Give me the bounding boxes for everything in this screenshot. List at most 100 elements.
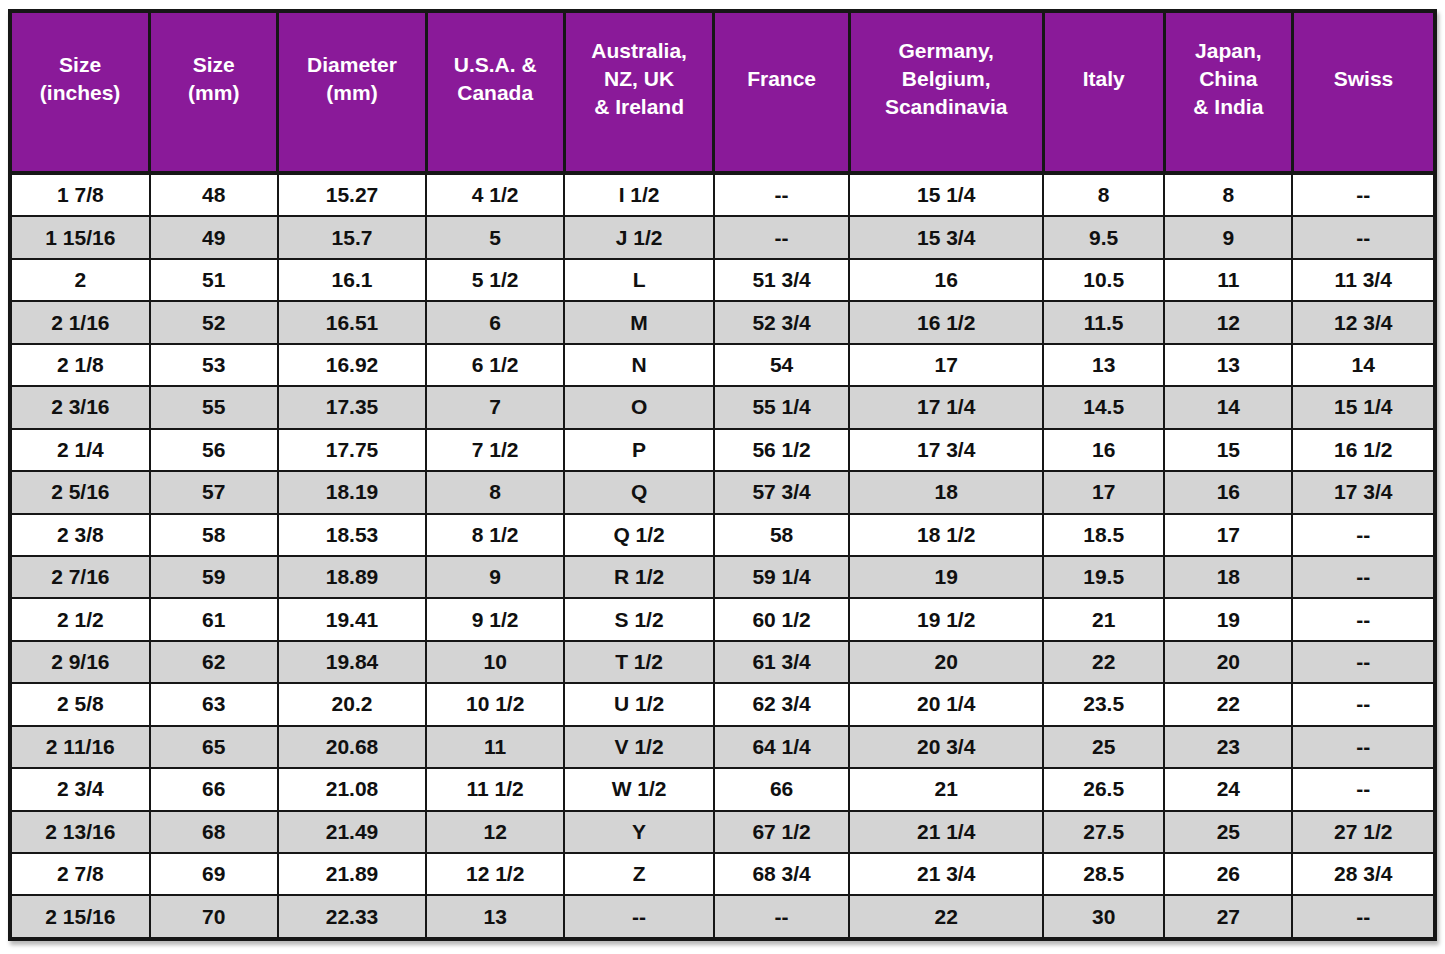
table-body: 1 7/84815.274 1/2I 1/2--15 1/488--1 15/1… bbox=[10, 173, 1435, 939]
table-cell-swiss: -- bbox=[1292, 556, 1435, 598]
table-cell-swiss: -- bbox=[1292, 726, 1435, 768]
table-cell-australia-nz-uk-ireland: R 1/2 bbox=[564, 556, 714, 598]
table-cell-france: -- bbox=[714, 895, 849, 939]
table-cell-france: 64 1/4 bbox=[714, 726, 849, 768]
table-head: Size (inches)Size (mm)Diameter (mm)U.S.A… bbox=[10, 11, 1435, 173]
column-header-diameter-mm: Diameter (mm) bbox=[278, 11, 426, 173]
table-cell-swiss: -- bbox=[1292, 641, 1435, 683]
table-cell-italy: 10.5 bbox=[1043, 259, 1164, 301]
table-cell-usa-canada: 11 bbox=[426, 726, 564, 768]
table-row: 2 15/167022.3313----223027-- bbox=[10, 895, 1435, 939]
table-cell-diameter-mm: 16.1 bbox=[278, 259, 426, 301]
table-row: 2 1/45617.757 1/2P56 1/217 3/4161516 1/2 bbox=[10, 429, 1435, 471]
table-cell-usa-canada: 8 bbox=[426, 471, 564, 513]
table-cell-france: 55 1/4 bbox=[714, 386, 849, 428]
table-cell-swiss: 11 3/4 bbox=[1292, 259, 1435, 301]
table-cell-australia-nz-uk-ireland: V 1/2 bbox=[564, 726, 714, 768]
table-cell-diameter-mm: 16.51 bbox=[278, 301, 426, 343]
table-cell-usa-canada: 10 1/2 bbox=[426, 683, 564, 725]
table-cell-germany-belgium-scandinavia: 21 1/4 bbox=[849, 811, 1043, 853]
table-cell-swiss: 15 1/4 bbox=[1292, 386, 1435, 428]
table-cell-swiss: 16 1/2 bbox=[1292, 429, 1435, 471]
table-cell-italy: 13 bbox=[1043, 344, 1164, 386]
table-cell-france: 62 3/4 bbox=[714, 683, 849, 725]
table-cell-japan-china-india: 16 bbox=[1164, 471, 1292, 513]
table-cell-usa-canada: 7 bbox=[426, 386, 564, 428]
table-cell-size-mm: 65 bbox=[150, 726, 278, 768]
column-header-germany-belgium-scandinavia: Germany, Belgium, Scandinavia bbox=[849, 11, 1043, 173]
table-cell-swiss: -- bbox=[1292, 683, 1435, 725]
table-cell-size-inches: 2 3/4 bbox=[10, 768, 150, 810]
table-cell-italy: 17 bbox=[1043, 471, 1164, 513]
table-cell-italy: 21 bbox=[1043, 598, 1164, 640]
table-cell-diameter-mm: 17.75 bbox=[278, 429, 426, 471]
table-cell-diameter-mm: 16.92 bbox=[278, 344, 426, 386]
table-cell-size-inches: 2 3/8 bbox=[10, 514, 150, 556]
table-cell-japan-china-india: 14 bbox=[1164, 386, 1292, 428]
table-cell-germany-belgium-scandinavia: 21 bbox=[849, 768, 1043, 810]
table-cell-japan-china-india: 19 bbox=[1164, 598, 1292, 640]
table-cell-size-mm: 68 bbox=[150, 811, 278, 853]
table-cell-size-inches: 2 1/16 bbox=[10, 301, 150, 343]
table-cell-diameter-mm: 21.08 bbox=[278, 768, 426, 810]
table-cell-italy: 28.5 bbox=[1043, 853, 1164, 895]
table-cell-japan-china-india: 9 bbox=[1164, 216, 1292, 258]
table-cell-usa-canada: 9 bbox=[426, 556, 564, 598]
table-cell-size-inches: 2 9/16 bbox=[10, 641, 150, 683]
table-cell-italy: 27.5 bbox=[1043, 811, 1164, 853]
table-cell-germany-belgium-scandinavia: 20 bbox=[849, 641, 1043, 683]
table-cell-size-mm: 57 bbox=[150, 471, 278, 513]
table-cell-japan-china-india: 20 bbox=[1164, 641, 1292, 683]
table-row: 2 11/166520.6811V 1/264 1/420 3/42523-- bbox=[10, 726, 1435, 768]
table-cell-germany-belgium-scandinavia: 18 bbox=[849, 471, 1043, 513]
table-cell-swiss: 27 1/2 bbox=[1292, 811, 1435, 853]
table-cell-size-inches: 2 5/16 bbox=[10, 471, 150, 513]
table-cell-size-mm: 66 bbox=[150, 768, 278, 810]
table-cell-australia-nz-uk-ireland: M bbox=[564, 301, 714, 343]
table-cell-japan-china-india: 12 bbox=[1164, 301, 1292, 343]
table-cell-italy: 26.5 bbox=[1043, 768, 1164, 810]
table-cell-usa-canada: 9 1/2 bbox=[426, 598, 564, 640]
table-cell-france: 67 1/2 bbox=[714, 811, 849, 853]
table-cell-japan-china-india: 8 bbox=[1164, 173, 1292, 216]
table-cell-size-inches: 2 1/2 bbox=[10, 598, 150, 640]
table-cell-size-mm: 49 bbox=[150, 216, 278, 258]
table-cell-japan-china-india: 27 bbox=[1164, 895, 1292, 939]
table-cell-swiss: -- bbox=[1292, 768, 1435, 810]
table-cell-japan-china-india: 22 bbox=[1164, 683, 1292, 725]
table-row: 2 5/165718.198Q57 3/418171617 3/4 bbox=[10, 471, 1435, 513]
column-header-japan-china-india: Japan, China & India bbox=[1164, 11, 1292, 173]
table-cell-size-mm: 69 bbox=[150, 853, 278, 895]
column-header-france: France bbox=[714, 11, 849, 173]
table-cell-diameter-mm: 18.19 bbox=[278, 471, 426, 513]
table-cell-size-inches: 2 1/8 bbox=[10, 344, 150, 386]
table-cell-usa-canada: 6 bbox=[426, 301, 564, 343]
table-cell-france: -- bbox=[714, 216, 849, 258]
table-row: 2 5/86320.210 1/2U 1/262 3/420 1/423.522… bbox=[10, 683, 1435, 725]
table-cell-italy: 25 bbox=[1043, 726, 1164, 768]
table-cell-germany-belgium-scandinavia: 22 bbox=[849, 895, 1043, 939]
table-cell-size-inches: 2 15/16 bbox=[10, 895, 150, 939]
table-cell-germany-belgium-scandinavia: 20 1/4 bbox=[849, 683, 1043, 725]
table-cell-germany-belgium-scandinavia: 16 bbox=[849, 259, 1043, 301]
table-cell-usa-canada: 13 bbox=[426, 895, 564, 939]
table-cell-france: 61 3/4 bbox=[714, 641, 849, 683]
table-cell-diameter-mm: 17.35 bbox=[278, 386, 426, 428]
table-cell-australia-nz-uk-ireland: -- bbox=[564, 895, 714, 939]
table-cell-japan-china-india: 15 bbox=[1164, 429, 1292, 471]
table-cell-australia-nz-uk-ireland: Y bbox=[564, 811, 714, 853]
ring-size-conversion-table: Size (inches)Size (mm)Diameter (mm)U.S.A… bbox=[8, 9, 1437, 941]
table-cell-size-mm: 52 bbox=[150, 301, 278, 343]
table-cell-diameter-mm: 15.7 bbox=[278, 216, 426, 258]
table-cell-usa-canada: 10 bbox=[426, 641, 564, 683]
column-header-italy: Italy bbox=[1043, 11, 1164, 173]
table-cell-australia-nz-uk-ireland: Z bbox=[564, 853, 714, 895]
table-cell-size-inches: 1 7/8 bbox=[10, 173, 150, 216]
table-cell-usa-canada: 7 1/2 bbox=[426, 429, 564, 471]
table-cell-france: 56 1/2 bbox=[714, 429, 849, 471]
table-cell-usa-canada: 4 1/2 bbox=[426, 173, 564, 216]
table-cell-size-mm: 58 bbox=[150, 514, 278, 556]
table-cell-size-inches: 2 bbox=[10, 259, 150, 301]
table-row: 2 1/165216.516M52 3/416 1/211.51212 3/4 bbox=[10, 301, 1435, 343]
table-cell-usa-canada: 5 bbox=[426, 216, 564, 258]
